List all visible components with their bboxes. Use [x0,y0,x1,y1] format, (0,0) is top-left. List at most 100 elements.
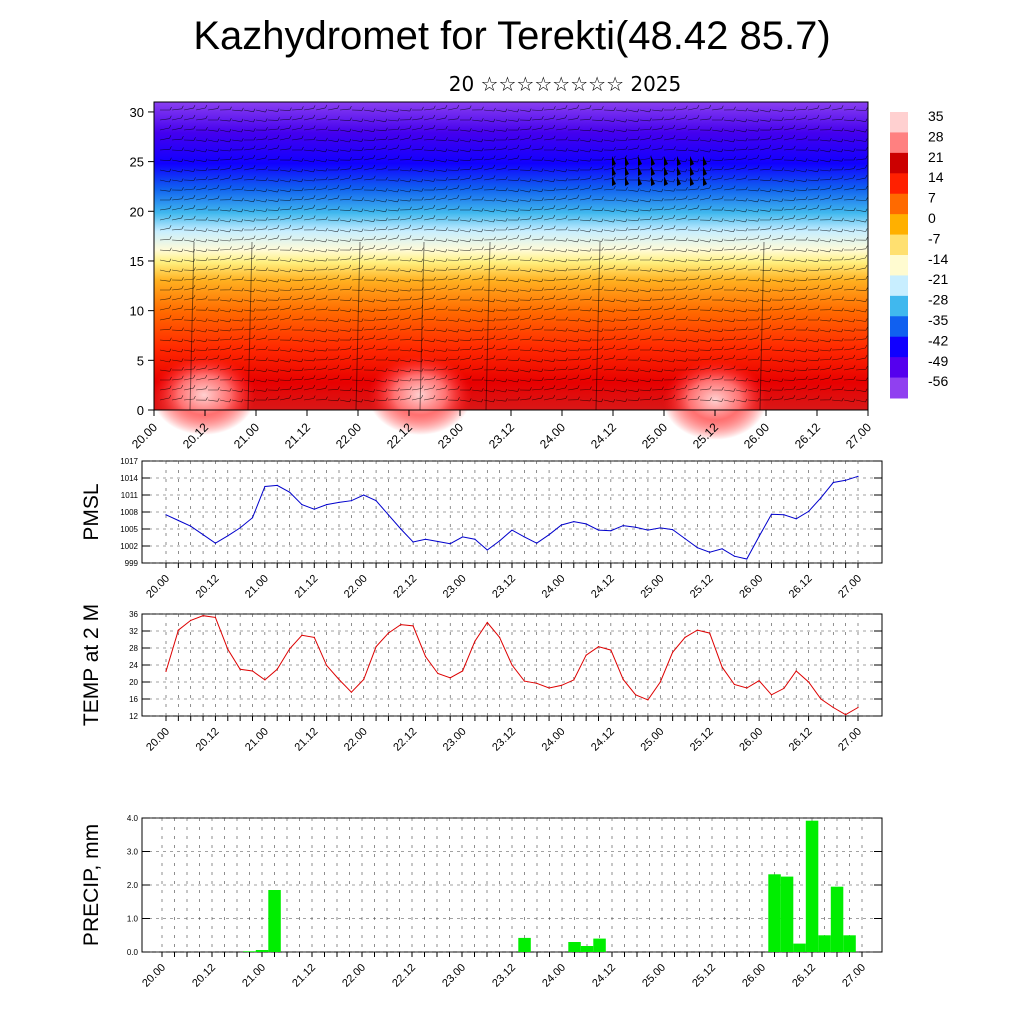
pmsl-xtick-label: 22.12 [391,573,419,601]
wind-barb [435,294,448,301]
wind-barb [303,366,316,371]
temp-xtick-label: 26.12 [787,726,815,754]
wind-barb [507,225,520,231]
wind-barb [459,148,472,153]
wind-barb [819,158,832,163]
wind-barb [531,268,544,273]
wind-barb [375,255,388,261]
wind-barb [399,167,412,172]
colorbar-label: 21 [928,149,944,165]
wind-barb [783,287,796,291]
wind-barb [699,184,712,191]
wind-barb [771,234,784,241]
wind-barb [267,245,280,251]
temp-point [560,684,563,687]
wind-barb [339,207,352,211]
wind-barb [303,276,316,281]
wind-barb [267,134,280,141]
wind-barb [399,368,412,373]
wind-barb [507,234,520,241]
wind-barb [687,168,700,172]
wind-barb [399,325,412,331]
wind-barb [255,127,268,131]
wind-barb [567,167,580,172]
wind-barb [543,187,556,191]
wind-barb [531,235,544,241]
wind-barb [243,187,256,192]
wind-barb [819,238,832,243]
wind-barb [651,197,664,202]
wind-barb [603,308,616,313]
wind-barb [195,115,208,121]
wind-barb [735,197,748,202]
colorbar-segment [890,255,908,276]
precip-xtick-label: 25.00 [640,962,668,990]
wind-barb [687,148,700,152]
wind-barb [855,218,868,223]
wind-barb [567,115,580,121]
wind-barb [231,298,244,303]
wind-barb [675,147,688,151]
wind-barb [855,228,868,232]
wind-barb [519,224,532,231]
pmsl-point [251,517,254,519]
wind-barb [411,188,424,192]
wind-barb [531,115,544,121]
wind-barb [327,127,340,132]
wind-barb [627,145,640,151]
wind-barb [303,177,316,182]
wind-barb [171,248,184,252]
wind-barb [471,196,484,201]
wind-barb [447,104,460,111]
wind-barb [555,338,568,343]
wind-barb [231,265,244,271]
wind-barb [663,394,676,401]
wind-barb [183,227,196,231]
wind-barb [603,365,616,371]
wind-barb [831,397,844,402]
wind-barb [387,315,400,321]
wind-barb [507,144,520,151]
wind-barb [483,377,496,382]
wind-barb [507,306,520,311]
wind-barb [579,256,592,261]
wind-barb [819,365,832,371]
wind-barb [423,258,436,263]
wind-barb [723,246,736,251]
wind-barb [207,116,220,121]
wind-barb [375,345,388,351]
wind-barb [651,178,664,183]
wind-barb [759,144,772,151]
wind-barb [507,298,520,302]
wind-barb [495,235,508,241]
wind-barb [844,246,856,251]
wind-barb [291,268,304,273]
wind-barb [375,188,388,192]
wind-barb [723,336,736,341]
wind-barb [627,266,640,271]
wind-barb [639,346,652,351]
wind-barbs [159,104,868,403]
wind-barb [483,366,496,371]
wind-barb [567,365,580,371]
wind-barb [303,147,316,152]
wind-barb [807,348,820,353]
wind-barb [315,158,328,163]
wind-barb [375,325,388,331]
wind-barb [579,338,592,342]
wind-barb [843,128,856,133]
wind-barb [639,288,652,293]
wind-barb [687,267,700,271]
wind-barb [759,315,772,321]
wind-barb [435,267,448,271]
wind-barb [735,155,748,161]
wind-barb [771,368,784,373]
wind-barb [375,278,388,282]
wind-barb [315,306,328,311]
colorbar-label: -35 [928,312,948,328]
wind-barb [447,364,460,371]
wind-barb [651,257,664,262]
temp-point [746,687,748,689]
temp-point [474,640,476,642]
wind-barb [843,185,856,191]
